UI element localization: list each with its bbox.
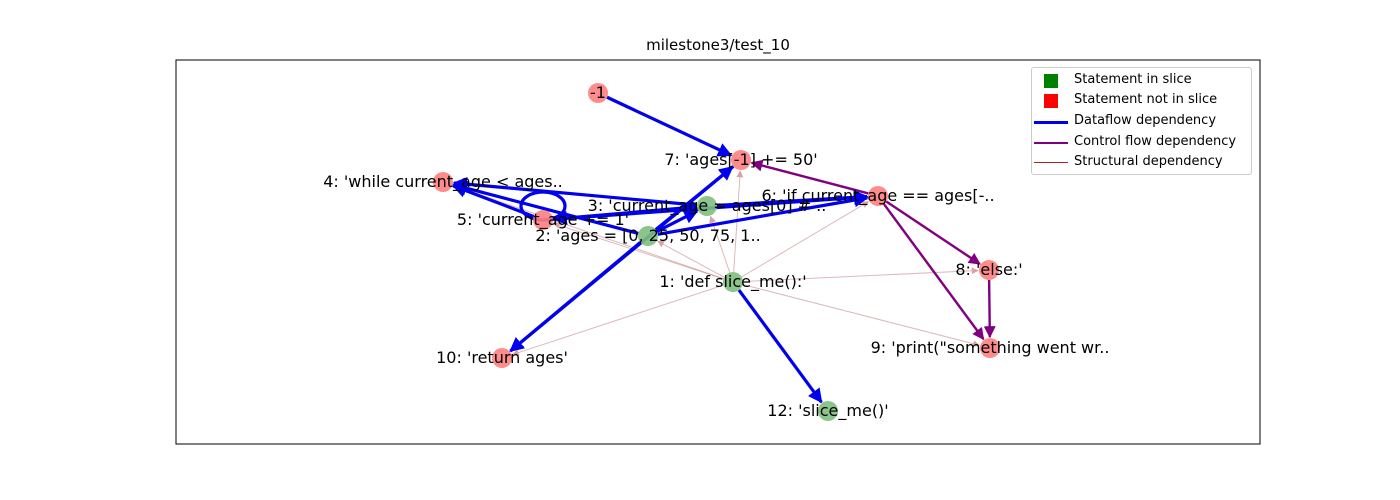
node-label: 8: 'else:': [955, 260, 1022, 279]
node-label: 6: 'if current_age == ages[-..: [761, 186, 994, 206]
edges-layer: [451, 95, 996, 404]
edge-structural: [657, 240, 725, 278]
legend-swatch-red: [1044, 94, 1058, 108]
plot-frame: [175, 59, 1261, 445]
edge-dataflow: [656, 209, 699, 233]
edge-controlflow: [750, 159, 869, 195]
graph-node-not-in-slice: [433, 172, 453, 192]
legend-line-structural: [1034, 162, 1068, 163]
plot-title: milestone3/test_10: [646, 36, 790, 54]
edge-controlflow: [882, 203, 985, 341]
legend-item-dataflow: Dataflow dependency: [1032, 111, 1251, 131]
edge-dataflow: [606, 95, 733, 157]
node-label: 2: 'ages = [0, 25, 50, 75, 1..: [535, 226, 760, 245]
node-label: 10: 'return ages': [436, 348, 568, 367]
edge-structural: [742, 267, 979, 283]
edge-controlflow: [885, 200, 981, 265]
edge-dataflow: [452, 181, 639, 235]
edge-dataflow: [737, 289, 823, 404]
node-label: 3: 'current_age = ages[0] # ..: [588, 196, 827, 216]
labels-layer: -1 7: 'ages[-1] += 50' 4: 'while current_a…: [323, 83, 1109, 421]
edge-controlflow: [983, 279, 996, 339]
graph-node-not-in-slice: [868, 186, 888, 206]
legend-label: Statement not in slice: [1074, 92, 1218, 107]
legend-label: Control flow dependency: [1074, 134, 1237, 149]
edge-structural: [511, 284, 724, 356]
legend-item-structural: Structural dependency: [1032, 152, 1251, 172]
graph-node-in-slice: [697, 196, 717, 216]
graph-node-in-slice: [638, 226, 658, 246]
graph-node-in-slice: [818, 401, 838, 421]
node-label: 1: 'def slice_me():': [659, 272, 806, 292]
legend-label: Structural dependency: [1074, 154, 1223, 169]
legend-item-not-in-slice: Statement not in slice: [1032, 90, 1251, 110]
graph-node-not-in-slice: [588, 83, 608, 103]
edge-structural: [552, 222, 724, 280]
edge-structural: [741, 201, 870, 278]
graph-node-in-slice: [723, 272, 743, 292]
node-label: 9: 'print("something went wr..: [871, 338, 1110, 357]
edge-dataflow: [451, 183, 535, 218]
edge-dataflow: [509, 165, 735, 353]
node-label: 5: 'current_age += 1': [457, 210, 629, 230]
node-label: -1: [590, 83, 606, 102]
edge-structural: [742, 284, 981, 348]
graph-node-not-in-slice: [979, 260, 999, 280]
node-label: 12: 'slice_me()': [767, 401, 888, 421]
legend-swatch-green: [1044, 74, 1058, 88]
edge-structural: [452, 184, 724, 280]
edge-dataflow: [452, 176, 698, 207]
legend-line-controlflow: [1034, 142, 1068, 144]
graph-node-not-in-slice: [980, 338, 1000, 358]
node-label: 7: 'ages[-1] += 50': [664, 150, 817, 169]
nodes-layer: [433, 83, 1000, 421]
legend-line-dataflow: [1034, 121, 1068, 124]
graph-node-not-in-slice: [731, 150, 751, 170]
legend: Statement in slice Statement not in slic…: [1031, 67, 1252, 175]
legend-item-controlflow: Control flow dependency: [1032, 132, 1251, 152]
node-label: 4: 'while current_age < ages..: [323, 172, 563, 192]
legend-label: Statement in slice: [1074, 72, 1192, 87]
legend-item-in-slice: Statement in slice: [1032, 70, 1251, 90]
graph-node-not-in-slice: [492, 348, 512, 368]
graph-node-not-in-slice: [533, 210, 553, 230]
edge-dataflow: [657, 193, 869, 236]
legend-label: Dataflow dependency: [1074, 113, 1217, 128]
